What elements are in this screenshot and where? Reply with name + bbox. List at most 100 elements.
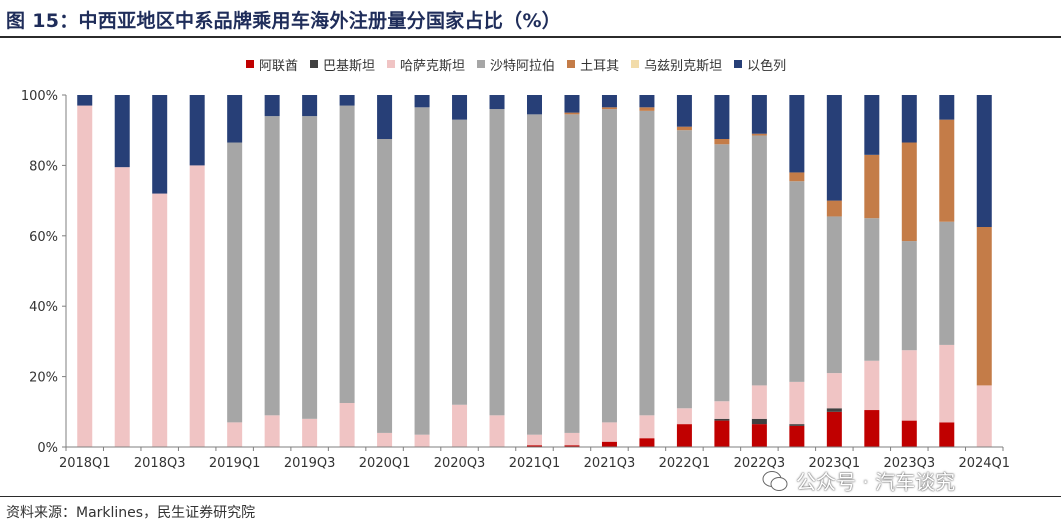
legend-label: 以色列 — [747, 58, 787, 74]
legend-label: 哈萨克斯坦 — [400, 58, 466, 74]
bar-segment — [227, 142, 243, 423]
source-note: 资料来源：Marklines，民生证券研究院 — [6, 505, 256, 521]
bar-segment — [227, 95, 243, 143]
legend-swatch — [734, 60, 743, 68]
bar-segment — [452, 404, 468, 447]
bar-segment — [601, 109, 617, 423]
bar-segment — [601, 422, 617, 442]
bar-segment — [826, 373, 842, 409]
bar-segment — [976, 385, 992, 447]
bar-segment — [901, 241, 917, 351]
bar-segment — [676, 424, 692, 447]
bar-segment — [302, 418, 318, 447]
x-tick-label: 2021Q1 — [509, 456, 561, 471]
legend-label: 土耳其 — [580, 58, 620, 74]
bar-segment — [339, 105, 355, 403]
title-bar: 图 15：中西亚地区中系品牌乘用车海外注册量分国家占比（%） — [0, 0, 1061, 40]
legend-swatch — [631, 60, 640, 68]
legend-swatch — [477, 60, 486, 68]
watermark: 公众号 · 汽车谈究 — [762, 466, 955, 495]
bar-segment — [901, 95, 917, 143]
bar-segment — [564, 95, 580, 113]
legend-swatch — [567, 60, 576, 68]
bar-segment — [264, 95, 280, 117]
bar-segment — [639, 107, 655, 111]
bar-segment — [339, 403, 355, 447]
x-tick-label: 2022Q3 — [734, 456, 786, 471]
legend-label: 沙特阿拉伯 — [490, 58, 556, 74]
bar-segment — [789, 424, 805, 426]
bar-segment — [601, 441, 617, 447]
bar-segment — [564, 432, 580, 446]
bar-segment — [826, 408, 842, 412]
bar-segment — [676, 130, 692, 409]
bar-segment — [901, 350, 917, 421]
bar-segment — [939, 119, 955, 222]
bar-segment — [639, 95, 655, 108]
x-tick-label: 2018Q3 — [134, 456, 186, 471]
bar-segment — [901, 420, 917, 447]
bar-segment — [714, 144, 730, 402]
legend-label: 阿联酋 — [259, 58, 299, 74]
x-tick-label: 2018Q1 — [59, 456, 111, 471]
bar-segment — [751, 95, 767, 134]
y-tick-label: 40% — [29, 300, 58, 315]
x-tick-label: 2022Q1 — [659, 456, 711, 471]
bar-segment — [901, 142, 917, 242]
bar-segment — [302, 116, 318, 419]
bar-segment — [939, 95, 955, 120]
y-tick-label: 80% — [29, 159, 58, 174]
bar-segment — [489, 415, 505, 447]
bar-segment — [826, 200, 842, 217]
legend-item: 土耳其 — [567, 55, 619, 74]
legend-swatch — [246, 60, 254, 68]
wechat-icon — [762, 470, 788, 491]
bar-segment — [676, 95, 692, 127]
bar-segment — [264, 415, 280, 447]
legend-item: 乌兹别克斯坦 — [631, 55, 722, 74]
bar-segment — [527, 434, 542, 446]
bar-segment — [714, 420, 730, 447]
bar-segment — [302, 95, 318, 117]
legend-item: 以色列 — [734, 55, 786, 74]
bar-segment — [77, 95, 93, 106]
x-tick-label: 2023Q1 — [809, 456, 861, 471]
bar-segment — [527, 95, 542, 115]
bar-segment — [564, 445, 580, 447]
bar-segment — [864, 154, 880, 219]
bar-segment — [751, 385, 767, 419]
bar-segment — [789, 95, 805, 173]
y-tick-label: 60% — [29, 230, 58, 245]
bar-segment — [114, 95, 130, 168]
bar-segment — [601, 107, 617, 110]
bar-segment — [789, 381, 805, 425]
bar-segment — [452, 119, 468, 405]
bar-segment — [189, 95, 205, 166]
bar-segment — [976, 227, 992, 386]
bar-segment — [939, 221, 955, 345]
bar-segment — [939, 422, 955, 447]
title-divider — [0, 36, 1061, 38]
chart-legend: 阿联酋 巴基斯坦 哈萨克斯坦 沙特阿拉伯 土耳其 乌兹别克斯坦 以色列 — [246, 54, 798, 74]
bar-segment — [564, 114, 580, 433]
y-tick-label: 20% — [29, 371, 58, 386]
bar-segment — [864, 218, 880, 361]
legend-swatch — [387, 60, 396, 68]
x-tick-label: 2024Q1 — [958, 456, 1010, 471]
bar-segment — [714, 401, 730, 419]
x-tick-label: 2023Q3 — [884, 456, 936, 471]
bar-segment — [826, 411, 842, 447]
bar-segment — [227, 422, 243, 447]
watermark-text: 公众号 · 汽车谈究 — [796, 470, 956, 494]
bar-segment — [714, 139, 730, 145]
bar-segment — [939, 344, 955, 423]
bar-segment — [264, 116, 280, 416]
bar-segment — [189, 165, 205, 447]
bar-segment — [489, 109, 505, 416]
legend-item: 沙特阿拉伯 — [477, 55, 555, 74]
bar-segment — [414, 107, 430, 435]
x-tick-label: 2019Q3 — [284, 456, 336, 471]
bar-segment — [864, 95, 880, 155]
y-tick-label: 100% — [21, 89, 58, 104]
bar-segment — [714, 418, 730, 421]
